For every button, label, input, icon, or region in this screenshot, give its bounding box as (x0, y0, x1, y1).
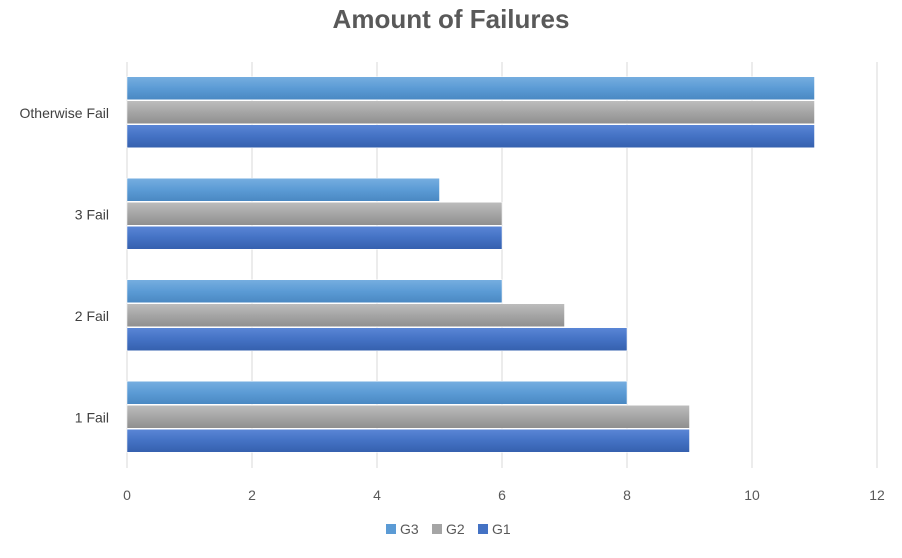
category-label: 1 Fail (75, 409, 109, 425)
bar-g1-1-fail (126, 429, 690, 453)
legend-swatch-g3 (386, 524, 396, 534)
x-tick-label: 8 (623, 487, 631, 503)
category-label: 3 Fail (75, 206, 109, 222)
bar-g3-2-fail (126, 279, 503, 303)
x-tick-label: 12 (869, 487, 885, 503)
bar-g2-2-fail (126, 303, 565, 327)
x-tick-label: 6 (498, 487, 506, 503)
bar-g1-2-fail (126, 327, 628, 351)
bars (126, 76, 815, 453)
legend-label-g3: G3 (400, 521, 419, 537)
category-label: Otherwise Fail (20, 105, 109, 121)
chart-title: Amount of Failures (332, 4, 570, 34)
x-tick-label: 4 (373, 487, 381, 503)
legend-label-g2: G2 (446, 521, 465, 537)
legend-swatch-g1 (478, 524, 488, 534)
x-tick-label: 2 (248, 487, 256, 503)
x-tick-label: 10 (744, 487, 760, 503)
axes: 0 2 4 6 8 10 12 1 Fail 2 Fail 3 Fail Otherwise Fai… (20, 105, 885, 503)
bar-g1-otherwise-fail (126, 124, 815, 148)
bar-g3-otherwise-fail (126, 76, 815, 100)
legend-swatch-g2 (432, 524, 442, 534)
x-tick-label: 0 (123, 487, 131, 503)
bar-g3-3-fail (126, 178, 440, 202)
bar-g2-otherwise-fail (126, 100, 815, 124)
bar-g2-1-fail (126, 405, 690, 429)
category-label: 2 Fail (75, 308, 109, 324)
bar-g3-1-fail (126, 381, 628, 405)
bar-g1-3-fail (126, 226, 503, 250)
legend: G3 G2 G1 (386, 521, 511, 537)
legend-label-g1: G1 (492, 521, 511, 537)
bar-g2-3-fail (126, 202, 503, 226)
